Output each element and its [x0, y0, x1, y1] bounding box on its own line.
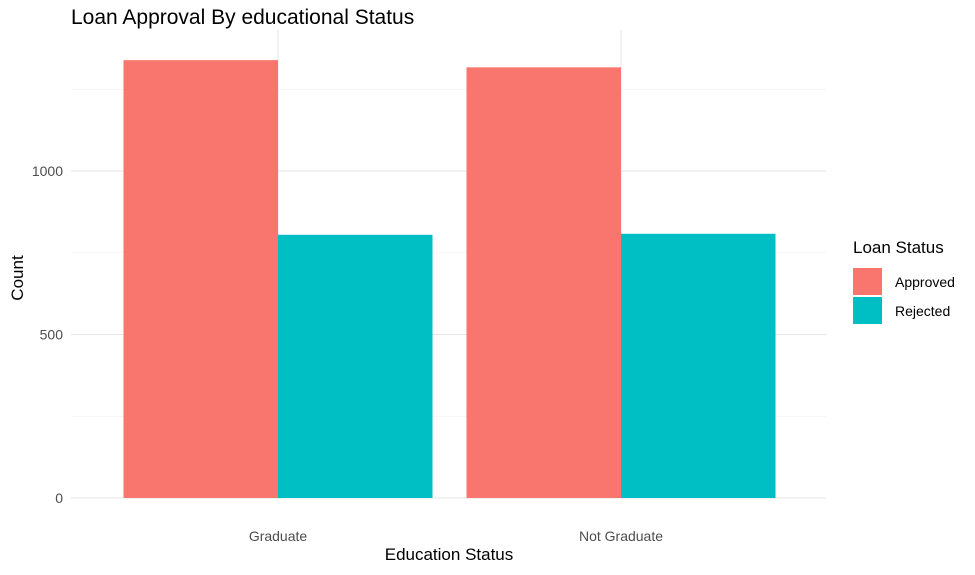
legend-item-approved: Approved [853, 267, 955, 296]
legend-swatch-approved [853, 268, 882, 295]
x-tick-label: Not Graduate [579, 528, 663, 544]
legend-item-rejected: Rejected [853, 296, 955, 325]
legend-swatch-rejected [853, 297, 882, 324]
legend: Loan Status Approved Rejected [853, 238, 955, 325]
y-tick-label: 500 [40, 327, 64, 343]
bar-rejected-graduate [278, 234, 433, 498]
legend-title: Loan Status [853, 238, 944, 257]
bars [123, 60, 776, 498]
axis-ticks: 0 500 1000 Graduate Not Graduate [32, 163, 663, 544]
y-tick-label: 0 [55, 490, 63, 506]
bar-approved-graduate [123, 60, 278, 498]
bar-approved-not-graduate [466, 67, 621, 498]
bar-rejected-not-graduate [621, 233, 776, 498]
chart-title: Loan Approval By educational Status [71, 6, 415, 29]
legend-label-rejected: Rejected [895, 302, 951, 319]
x-tick-label: Graduate [249, 528, 308, 544]
legend-label-approved: Approved [895, 273, 955, 290]
y-tick-label: 1000 [32, 163, 63, 179]
x-axis-label: Education Status [384, 545, 514, 564]
